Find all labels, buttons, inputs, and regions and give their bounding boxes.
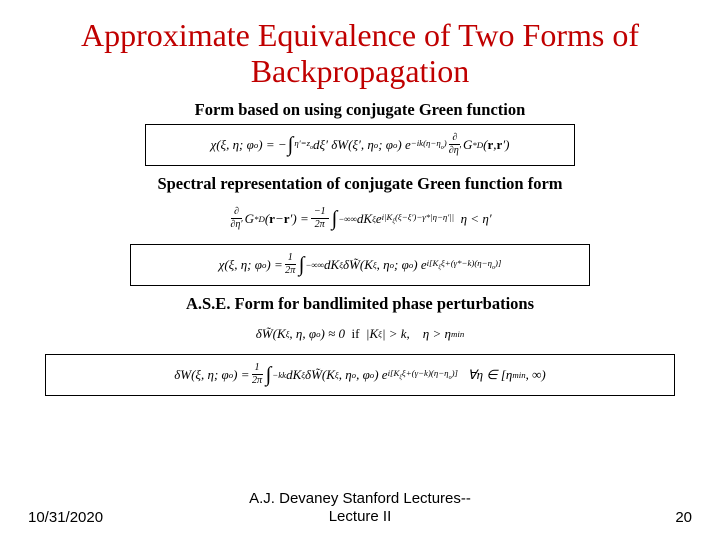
- footer-date: 10/31/2020: [28, 509, 118, 526]
- equation-3: χ(ξ, η; φo) = 12π ∫−∞∞ dKξ δW̃(Kξ, ηo; φ…: [130, 244, 590, 286]
- equation-2: ∂∂η′ G*D(r − r′) = −12π ∫−∞∞ dKξ ei|Kξ(ξ…: [130, 198, 590, 240]
- footer-page: 20: [602, 509, 692, 526]
- section-label-2: Spectral representation of conjugate Gre…: [28, 174, 692, 194]
- equation-1: χ(ξ, η; φo) = −∫η′=zo dξ′ δW(ξ′, ηo; φo)…: [145, 124, 575, 166]
- slide: Approximate Equivalence of Two Forms of …: [0, 0, 720, 540]
- equation-4: δW̃(Kξ, η, φo) ≈ 0 if |Kξ| > k, η > ηmin: [150, 318, 570, 350]
- section-label-1: Form based on using conjugate Green func…: [28, 100, 692, 120]
- slide-title: Approximate Equivalence of Two Forms of …: [28, 18, 692, 90]
- footer-center: A.J. Devaney Stanford Lectures--Lecture …: [118, 490, 602, 526]
- equation-5: δW(ξ, η; φo) = 12π ∫−kk dKξ δW̃(Kξ, ηo, …: [45, 354, 675, 396]
- footer: 10/31/2020 A.J. Devaney Stanford Lecture…: [0, 490, 720, 526]
- section-label-3: A.S.E. Form for bandlimited phase pertur…: [28, 294, 692, 314]
